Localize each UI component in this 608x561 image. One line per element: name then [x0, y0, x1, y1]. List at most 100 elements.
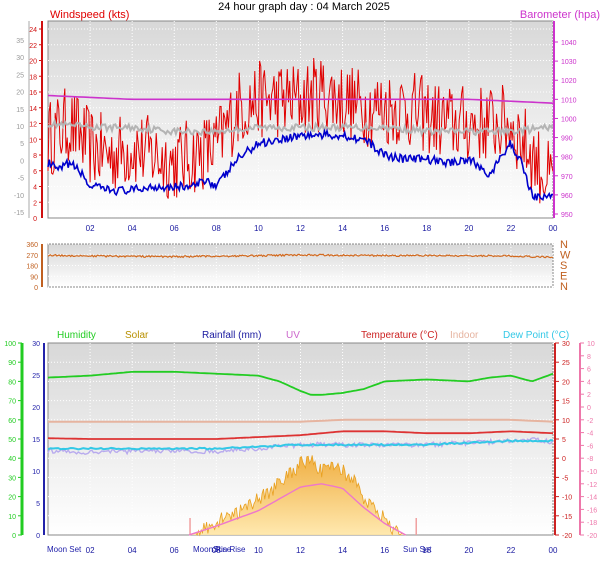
uv-tick-label: 2: [587, 392, 591, 399]
x-tick-label-bottom: 06: [170, 546, 179, 555]
x-tick-label-top: 06: [170, 224, 179, 233]
wind-direction-line: [47, 253, 554, 259]
compass-label: N: [560, 281, 568, 293]
temperature-tick-label: -5: [562, 475, 568, 482]
temperature-tick-label: -10: [562, 495, 572, 502]
solar-line: [188, 455, 406, 537]
compass-label: S: [560, 260, 567, 272]
secondary-tick-label: 35: [16, 38, 24, 45]
humidity-tick-label: 90: [8, 360, 16, 367]
x-tick-label-bottom: 02: [86, 546, 95, 555]
humidity-tick-label: 20: [8, 495, 16, 502]
rain-tick-label: 25: [32, 373, 40, 380]
legend-rain: Rainfall (mm): [202, 330, 261, 341]
humidity-tick-label: 0: [12, 533, 16, 540]
humidity-tick-label: 100: [4, 341, 16, 348]
temperature-line: [47, 430, 554, 440]
direction-tick-label: 90: [30, 274, 38, 281]
uv-line: [188, 483, 407, 536]
secondary-tick-label: 25: [16, 72, 24, 79]
windspeed-tick-label: 10: [29, 137, 37, 144]
barometer-axis-title: Barometer (hpa): [520, 9, 600, 21]
indoor-line: [48, 418, 554, 423]
humidity-tick-label: 60: [8, 418, 16, 425]
barometer-tick-label: 1020: [561, 78, 577, 85]
secondary-tick-label: -5: [18, 176, 24, 183]
gray-series-line: [47, 117, 554, 138]
direction-tick-label: 180: [26, 264, 38, 271]
uv-tick-label: -6: [587, 443, 593, 450]
x-tick-label-top: 22: [506, 224, 515, 233]
rain-tick-label: 30: [32, 341, 40, 348]
secondary-tick-label: -10: [14, 193, 24, 200]
x-tick-label-bottom: 10: [254, 546, 263, 555]
x-tick-label-top: 16: [380, 224, 389, 233]
barometer-tick-label: 990: [561, 136, 573, 143]
temperature-tick-label: 20: [562, 379, 570, 386]
rain-tick-label: 15: [32, 437, 40, 444]
solar-area: [189, 455, 406, 535]
event-label-moon-set: Moon Set: [47, 545, 82, 554]
uv-tick-label: 0: [587, 405, 591, 412]
x-tick-label-bottom: 18: [422, 546, 431, 555]
barometer-tick-label: 960: [561, 193, 573, 200]
rain-tick-label: 10: [32, 469, 40, 476]
secondary-tick-label: 10: [16, 124, 24, 131]
humidity-tick-label: 10: [8, 514, 16, 521]
temperature-tick-label: -20: [562, 533, 572, 540]
windspeed-tick-label: 14: [29, 106, 37, 113]
legend-temperature: Temperature (°C): [361, 330, 438, 341]
compass-label: W: [560, 250, 571, 262]
x-tick-label-bottom: 04: [128, 546, 137, 555]
temperature-tick-label: 15: [562, 399, 570, 406]
windspeed-axis-title: Windspeed (kts): [50, 9, 129, 21]
x-tick-label-top: 18: [422, 224, 431, 233]
x-tick-label-top: 00: [549, 224, 558, 233]
direction-tick-label: 360: [26, 242, 38, 249]
temperature-tick-label: 30: [562, 341, 570, 348]
windspeed-tick-label: 20: [29, 59, 37, 66]
windspeed-tick-label-zero: 0: [33, 216, 37, 223]
uv-tick-label: -14: [587, 495, 597, 502]
windspeed-tick-label: 4: [33, 185, 37, 192]
chart-title: 24 hour graph day : 04 March 2025: [218, 1, 390, 13]
secondary-tick-label: 20: [16, 90, 24, 97]
blue-series-line: [47, 128, 554, 202]
event-label-moon-rise: Moon Rise: [193, 545, 232, 554]
x-tick-label-top: 02: [86, 224, 95, 233]
windspeed-tick-label: 8: [33, 153, 37, 160]
humidity-tick-label: 70: [8, 399, 16, 406]
uv-tick-label: 10: [587, 341, 595, 348]
uv-tick-label: -18: [587, 520, 597, 527]
humidity-line: [47, 370, 554, 396]
x-tick-label-bottom: 22: [506, 546, 515, 555]
uv-tick-label: -2: [587, 418, 593, 425]
secondary-tick-label: 30: [16, 55, 24, 62]
humidity-tick-label: 50: [8, 437, 16, 444]
uv-tick-label: -10: [587, 469, 597, 476]
legend-uv: UV: [286, 330, 300, 341]
panel-1-plot-area: [47, 20, 554, 219]
humidity-tick-label: 40: [8, 456, 16, 463]
event-label-sun-rise: Sun Rise: [213, 545, 246, 554]
x-tick-label-top: 12: [296, 224, 305, 233]
x-tick-label-top: 10: [254, 224, 263, 233]
dewpoint-line: [47, 439, 554, 451]
legend-indoor: Indoor: [450, 330, 479, 341]
direction-tick-label: 0: [34, 285, 38, 292]
temperature-tick-label: -15: [562, 514, 572, 521]
compass-label: N: [560, 239, 568, 251]
uv-tick-label: 6: [587, 367, 591, 374]
x-tick-label-bottom: 14: [338, 546, 347, 555]
legend-humidity: Humidity: [57, 330, 96, 341]
barometer-tick-label: 1030: [561, 59, 577, 66]
windspeed-tick-label: 12: [29, 122, 37, 129]
barometer-tick-label: 970: [561, 174, 573, 181]
barometer-tick-label: 950: [561, 212, 573, 219]
rain-tick-label: 5: [36, 501, 40, 508]
legend-solar: Solar: [125, 330, 149, 341]
uv-tick-label: 4: [587, 379, 591, 386]
x-tick-label-top: 08: [212, 224, 221, 233]
direction-tick-label: 270: [26, 253, 38, 260]
rain-tick-label: 20: [32, 405, 40, 412]
